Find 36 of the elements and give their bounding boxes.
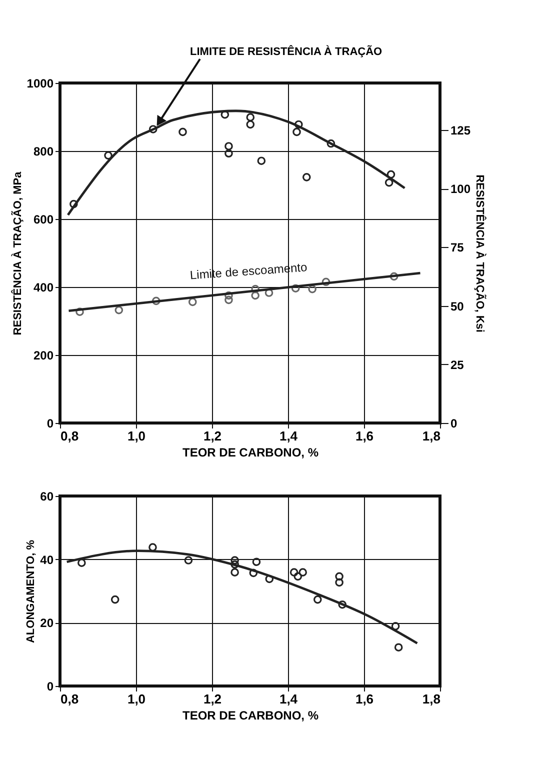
x-tick-label: 0,8 bbox=[60, 428, 79, 444]
x-tick-label: 1,2 bbox=[203, 428, 222, 444]
y2-axis-title: RESISTÊNCIA À TRAÇÃO, Ksi bbox=[474, 174, 487, 332]
x-tick-label: 1,0 bbox=[127, 692, 146, 706]
y-tick-label: 40 bbox=[40, 552, 54, 567]
y-axis-title: ALONGAMENTO, % bbox=[25, 540, 38, 644]
x-tick-label: 1,8 bbox=[422, 692, 440, 706]
y2-tick-label: 75 bbox=[450, 240, 464, 255]
annotation: Limite de escoamento bbox=[189, 260, 308, 282]
y-tick-label: 200 bbox=[33, 348, 54, 362]
y2-tick-label: 25 bbox=[450, 358, 464, 372]
x-tick-label: 1,6 bbox=[355, 692, 374, 706]
y-tick-label: 600 bbox=[33, 212, 54, 226]
x-tick-label: 1,4 bbox=[279, 692, 298, 706]
y-tick-label: 0 bbox=[46, 416, 54, 430]
x-axis-title: TEOR DE CARBONO, % bbox=[182, 708, 319, 722]
x-tick-label: 1,8 bbox=[422, 428, 440, 444]
y-tick-label: 400 bbox=[33, 280, 54, 294]
x-tick-label: 0,8 bbox=[60, 692, 79, 706]
x-tick-label: 1,2 bbox=[203, 692, 222, 706]
x-axis-title: TEOR DE CARBONO, % bbox=[182, 446, 319, 460]
y-tick-label: 60 bbox=[40, 490, 54, 504]
y-tick-label: 1000 bbox=[26, 76, 54, 90]
y-axis-title: RESISTÊNCIA À TRAÇÃO, MPa bbox=[10, 170, 24, 336]
y-tick-label: 800 bbox=[33, 144, 54, 158]
y2-tick-label: 0 bbox=[450, 416, 458, 430]
x-tick-label: 1,6 bbox=[355, 428, 374, 444]
x-tick-label: 1,0 bbox=[127, 428, 146, 444]
y2-tick-label: 100 bbox=[450, 182, 471, 196]
annotation: LIMITE DE RESISTÊNCIA À TRAÇÃO bbox=[190, 45, 383, 58]
y2-tick-label: 50 bbox=[450, 299, 464, 314]
y-tick-label: 0 bbox=[46, 680, 54, 694]
y-tick-label: 20 bbox=[40, 616, 54, 630]
line-series bbox=[66, 110, 406, 216]
x-tick-label: 1,4 bbox=[279, 428, 298, 444]
y2-tick-label: 125 bbox=[450, 123, 471, 138]
